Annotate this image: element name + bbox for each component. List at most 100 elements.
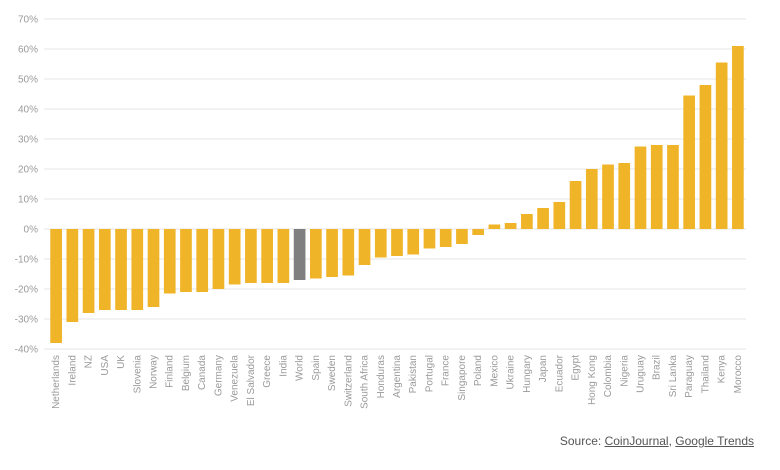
x-category-label: Mexico <box>489 355 500 387</box>
x-category-label: Slovenia <box>132 355 143 394</box>
x-category-label: Finland <box>165 355 176 388</box>
x-category-label: Poland <box>473 355 484 386</box>
bar-nz <box>82 229 95 313</box>
source-link-coinjournal[interactable]: CoinJournal <box>604 434 669 448</box>
x-category-label: Canada <box>197 355 208 390</box>
x-category-label: Honduras <box>376 355 387 398</box>
bar-uruguay <box>634 146 647 229</box>
x-category-label: Kenya <box>717 355 728 384</box>
bar-spain <box>309 229 322 279</box>
bar-singapore <box>456 229 468 244</box>
bar-canada <box>196 229 209 292</box>
bar-ukraine <box>504 223 517 229</box>
bar-slovenia <box>131 229 144 310</box>
x-category-label: Portugal <box>424 355 435 392</box>
x-category-label: Germany <box>213 355 224 396</box>
bar-kenya <box>715 62 728 229</box>
bar-egypt <box>569 181 582 229</box>
y-tick-label: 50% <box>18 75 38 86</box>
bar-netherlands <box>50 229 62 343</box>
bar-belgium <box>180 229 192 292</box>
bar-colombia <box>602 164 614 229</box>
x-category-label: Norway <box>149 355 160 389</box>
y-tick-label: 40% <box>18 105 38 116</box>
bar-portugal <box>423 229 436 249</box>
bar-pakistan <box>407 229 420 255</box>
x-category-label: Belgium <box>181 355 192 391</box>
bar-ecuador <box>553 202 566 229</box>
y-tick-label: -10% <box>15 255 38 266</box>
bar-usa <box>98 229 111 310</box>
bar-argentina <box>391 229 403 256</box>
bar-poland <box>472 229 485 235</box>
x-category-label: Singapore <box>457 355 468 401</box>
bar-el-salvador <box>245 229 257 283</box>
x-category-label: USA <box>100 355 111 376</box>
bar-world <box>293 229 306 280</box>
x-category-label: World <box>295 355 306 381</box>
bar-india <box>277 229 290 283</box>
source-prefix: Source: <box>559 434 605 448</box>
source-link-google-trends[interactable]: Google Trends <box>675 434 754 448</box>
bar-mexico <box>488 224 501 229</box>
x-category-label: Greece <box>262 355 273 388</box>
bar-morocco <box>732 46 744 229</box>
y-tick-label: 30% <box>18 135 38 146</box>
bar-hungary <box>521 214 533 229</box>
x-category-label: Egypt <box>571 355 582 381</box>
source-separator: , <box>668 434 676 448</box>
x-category-label: Japan <box>538 355 549 382</box>
bar-sweden <box>326 229 338 277</box>
x-category-label: Ecuador <box>554 354 565 392</box>
bar-south-africa <box>358 229 371 265</box>
x-category-label: Netherlands <box>51 355 62 409</box>
bar-honduras <box>374 229 387 258</box>
y-tick-label: -20% <box>15 285 38 296</box>
bar-hong-kong <box>585 169 598 229</box>
x-axis-labels: Netherlands Ireland NZ USA UK Slovenia Norway F… <box>51 354 744 409</box>
x-category-label: South Africa <box>360 355 371 409</box>
bar-sri-lanka <box>667 145 679 229</box>
bar-germany <box>212 229 225 289</box>
y-tick-label: -30% <box>15 315 38 326</box>
bar-switzerland <box>342 229 355 276</box>
bars <box>50 46 744 343</box>
bar-uk <box>115 229 127 310</box>
bar-thailand <box>699 85 712 229</box>
x-category-label: Hong Kong <box>587 355 598 405</box>
x-category-label: Sweden <box>327 355 338 391</box>
y-tick-label: 70% <box>18 15 38 26</box>
bar-finland <box>163 229 176 294</box>
x-category-label: France <box>441 355 452 387</box>
x-category-label: Switzerland <box>343 355 354 407</box>
x-category-label: El Salvador <box>246 354 257 406</box>
x-category-label: Paraguay <box>684 355 695 398</box>
bar-norway <box>147 229 160 307</box>
x-category-label: Colombia <box>603 355 614 398</box>
y-tick-label: -40% <box>15 345 38 356</box>
bar-brazil <box>650 145 663 229</box>
x-category-label: Pakistan <box>408 355 419 393</box>
bar-japan <box>537 208 549 229</box>
x-category-label: Nigeria <box>619 355 630 387</box>
x-category-label: Thailand <box>700 355 711 393</box>
y-tick-label: 0% <box>24 225 39 236</box>
x-category-label: Morocco <box>733 355 744 394</box>
x-category-label: Ireland <box>67 355 78 386</box>
x-category-label: Uruguay <box>635 355 646 393</box>
y-axis-ticks: -40% -30% -20% -10% 0% 10% 20% 30% 40% 50% 60% 70% <box>15 15 38 356</box>
y-tick-label: 10% <box>18 195 38 206</box>
bar-venezuela <box>228 229 241 285</box>
source-note: Source: CoinJournal, Google Trends <box>560 434 754 448</box>
x-category-label: NZ <box>84 355 95 368</box>
bar-ireland <box>66 229 79 322</box>
x-category-label: Hungary <box>522 355 533 393</box>
y-tick-label: 20% <box>18 165 38 176</box>
x-category-label: Argentina <box>392 355 403 398</box>
x-category-label: India <box>278 355 289 377</box>
bar-paraguay <box>683 95 696 229</box>
x-category-label: Sri Lanka <box>668 355 679 398</box>
bar-france <box>439 229 452 247</box>
y-tick-label: 60% <box>18 45 38 56</box>
